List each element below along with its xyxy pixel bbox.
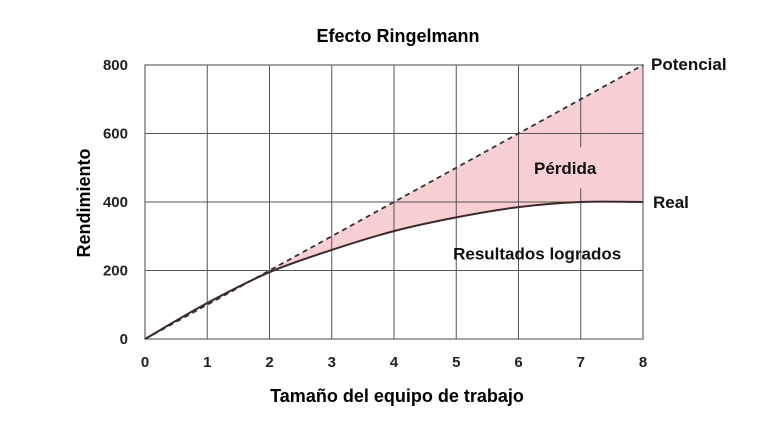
y-tick-label: 400 xyxy=(103,194,128,211)
x-tick-label: 8 xyxy=(639,354,647,371)
x-tick-label: 7 xyxy=(577,354,585,371)
real-series-label: Real xyxy=(653,193,689,212)
x-axis-label: Tamaño del equipo de trabajo xyxy=(270,386,524,406)
x-tick-label: 2 xyxy=(265,354,273,371)
plot-area xyxy=(144,64,644,340)
x-tick-label: 4 xyxy=(390,354,399,371)
achieved-annotation: Resultados logrados xyxy=(453,244,621,263)
loss-annotation: Pérdida xyxy=(534,159,597,178)
potencial-series-label: Potencial xyxy=(651,55,727,74)
loss-label-background xyxy=(524,147,606,189)
y-tick-label: 800 xyxy=(103,57,128,74)
x-tick-label: 5 xyxy=(452,354,460,371)
x-tick-label: 0 xyxy=(141,354,149,371)
potencial-series-line xyxy=(144,64,644,340)
x-tick-labels: 0 1 2 3 4 5 6 7 8 xyxy=(141,354,647,371)
x-tick-label: 6 xyxy=(514,354,522,371)
real-series-line xyxy=(144,200,644,340)
y-tick-label: 0 xyxy=(120,331,128,348)
y-tick-label: 600 xyxy=(103,126,128,143)
x-tick-label: 3 xyxy=(328,354,336,371)
chart-title: Efecto Ringelmann xyxy=(316,26,479,46)
y-axis-label: Rendimiento xyxy=(74,148,94,257)
y-tick-label: 200 xyxy=(103,263,128,280)
y-tick-labels: 0 200 400 600 800 xyxy=(103,57,128,348)
x-tick-label: 1 xyxy=(203,354,211,371)
